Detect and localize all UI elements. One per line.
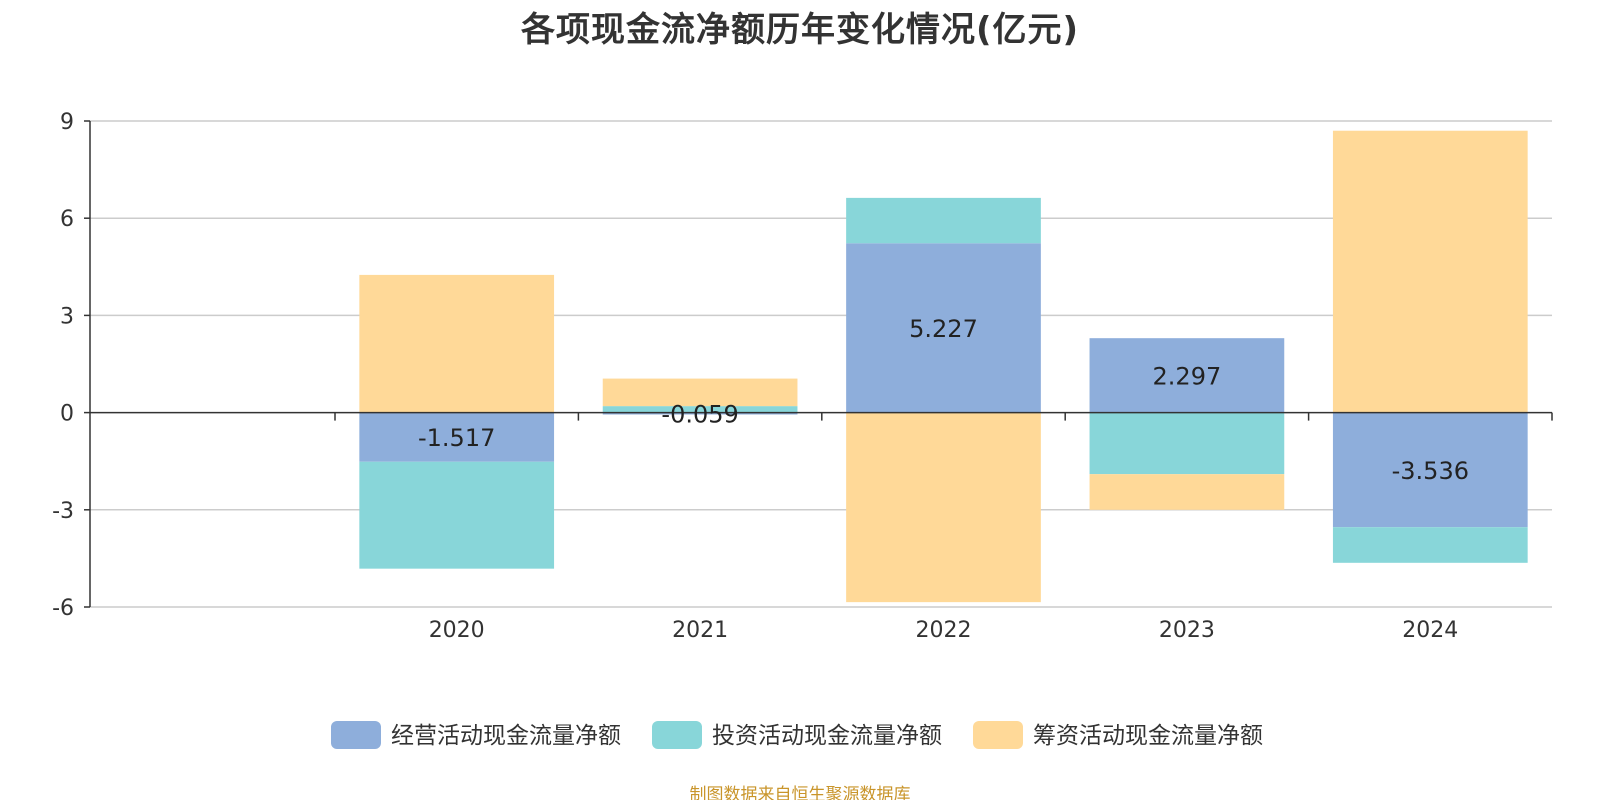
data-label: -3.536 [1392, 457, 1469, 485]
bar-1-2023 [1089, 338, 1285, 413]
bar-2-2020 [359, 461, 555, 569]
legend-swatch [973, 721, 1023, 749]
y-tick-label: 9 [60, 110, 74, 135]
chart-source: 制图数据来自恒生聚源数据库 [689, 785, 911, 800]
x-tick-label: 2021 [672, 618, 728, 643]
data-label: 2.297 [1153, 362, 1222, 390]
x-tick-label: 2024 [1402, 618, 1458, 643]
bar-2-2021 [602, 406, 798, 413]
y-tick-label: 3 [60, 304, 74, 329]
bar-1-2021 [602, 412, 798, 415]
data-label: -0.059 [661, 401, 738, 429]
chart-title: 各项现金流净额历年变化情况(亿元) [520, 10, 1080, 50]
bar-2-2022 [846, 197, 1041, 244]
bar-3-2022 [846, 412, 1041, 603]
y-tick-label: -3 [52, 499, 74, 524]
legend-label: 筹资活动现金流量净额 [1033, 723, 1263, 749]
data-label: -1.517 [418, 424, 495, 452]
x-tick-label: 2023 [1159, 618, 1215, 643]
bar-1-2024 [1332, 412, 1528, 528]
data-label: 5.227 [909, 315, 978, 343]
bar-3-2020 [359, 274, 555, 413]
legend-label: 投资活动现金流量净额 [712, 723, 942, 749]
legend-label: 经营活动现金流量净额 [391, 723, 621, 749]
y-tick-label: -6 [52, 596, 74, 621]
bar-2-2023 [1089, 412, 1285, 475]
bar-2-2024 [1332, 527, 1528, 563]
bar-1-2022 [846, 243, 1041, 413]
legend-swatch [652, 721, 702, 749]
legend-swatch [331, 721, 381, 749]
y-tick-label: 6 [60, 207, 74, 232]
bar-3-2021 [602, 378, 798, 407]
x-tick-label: 2022 [916, 618, 972, 643]
y-tick-label: 0 [60, 402, 74, 427]
bar-1-2020 [359, 412, 555, 462]
x-tick-label: 2020 [429, 618, 485, 643]
bar-3-2023 [1089, 474, 1285, 510]
bar-3-2024 [1332, 130, 1528, 413]
